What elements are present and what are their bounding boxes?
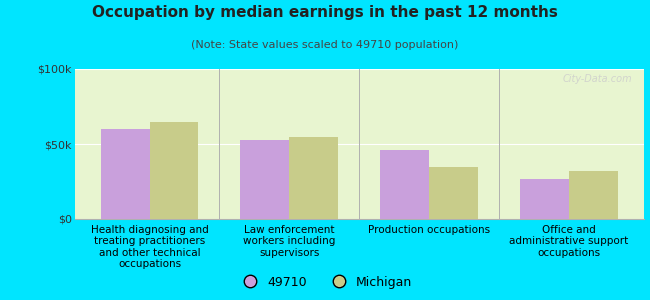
Text: (Note: State values scaled to 49710 population): (Note: State values scaled to 49710 popu…: [191, 40, 459, 50]
Bar: [569, 171, 618, 219]
Bar: [240, 140, 289, 219]
Text: City-Data.com: City-Data.com: [562, 74, 632, 83]
Bar: [101, 129, 150, 219]
Legend: 49710, Michigan: 49710, Michigan: [233, 271, 417, 294]
Bar: [289, 136, 338, 219]
Bar: [429, 167, 478, 219]
Bar: [380, 150, 429, 219]
Bar: [520, 178, 569, 219]
Bar: [150, 122, 198, 219]
Text: Occupation by median earnings in the past 12 months: Occupation by median earnings in the pas…: [92, 4, 558, 20]
